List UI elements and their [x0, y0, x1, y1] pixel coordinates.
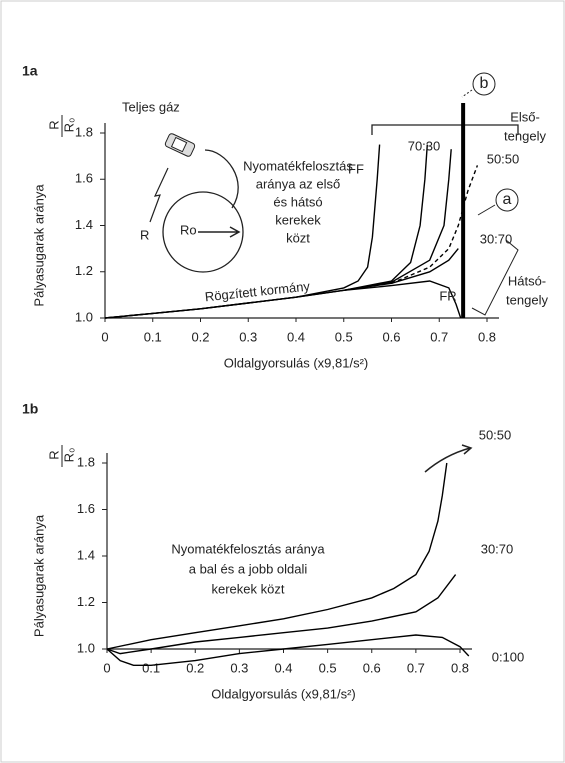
y-axis-ratio: R [46, 120, 61, 129]
bracket [371, 124, 519, 135]
annotation: aránya az első [256, 176, 341, 191]
curve-label: 30:70 [480, 231, 513, 246]
annotation: Ro [180, 222, 197, 237]
x-tick-label: 0.1 [144, 329, 162, 344]
x-axis-label: Oldalgyorsulás (x9,81/s²) [211, 686, 356, 701]
bracket [471, 239, 519, 316]
radius-arrow [198, 226, 241, 238]
line [106, 462, 448, 650]
y-axis-ratio: R₀ [61, 448, 76, 463]
annotation: R [140, 227, 149, 242]
annotation: Első- [510, 109, 540, 124]
label-circle [472, 72, 496, 96]
x-axis-label: Oldalgyorsulás (x9,81/s²) [224, 355, 369, 370]
y-tick-label: 1.2 [77, 594, 95, 609]
panel-title: 1b [22, 401, 38, 417]
x-tick-label: 0.7 [407, 660, 425, 675]
annotation: kerekek [275, 212, 321, 227]
x-tick-label: 0.4 [287, 329, 305, 344]
line [343, 248, 459, 291]
x-tick-label: 0.2 [191, 329, 209, 344]
line [391, 165, 479, 284]
marker-label: b [480, 75, 489, 92]
annotation: tengely [506, 292, 548, 307]
arrow [424, 444, 473, 473]
x-tick-label: 0 [103, 660, 110, 675]
curve-label: FF [348, 161, 364, 176]
y-tick-label: 1.8 [77, 454, 95, 469]
curve-label: 50:50 [487, 151, 520, 166]
y-axis-ratio: R [46, 450, 61, 459]
y-tick-label: 1.0 [75, 309, 93, 324]
curve-label: 30:70 [481, 541, 514, 556]
y-axis-label: Pályasugarak aránya [31, 514, 46, 637]
pointer [461, 89, 473, 98]
y-tick-label: 1.6 [75, 171, 93, 186]
pointer [477, 204, 496, 216]
annotation: Nyomatékfelosztás aránya [171, 541, 325, 556]
x-tick-label: 0.1 [142, 660, 160, 675]
line [106, 574, 457, 655]
curve-label: 0:100 [492, 649, 525, 664]
annotation: Hátsó- [508, 273, 546, 288]
annotation: a bal és a jobb oldali [189, 561, 308, 576]
x-tick-label: 0.7 [430, 329, 448, 344]
annotation: Teljes gáz [122, 99, 180, 114]
y-axis-ratio: R₀ [61, 118, 76, 133]
line [343, 280, 462, 319]
x-tick-label: 0.3 [230, 660, 248, 675]
annotation: és hátsó [273, 194, 322, 209]
annotation: közt [286, 230, 310, 245]
turn-arrow [204, 149, 239, 209]
r-arrow [149, 167, 169, 223]
annotation: tengely [504, 128, 546, 143]
y-tick-label: 1.8 [75, 124, 93, 139]
x-tick-label: 0.3 [239, 329, 257, 344]
curve-label: 50:50 [479, 427, 512, 442]
x-tick-label: 0.5 [335, 329, 353, 344]
y-tick-label: 1.6 [77, 501, 95, 516]
line [106, 634, 470, 666]
curve-label: a [503, 191, 512, 208]
annotation: kerekek közt [212, 581, 285, 596]
curve-label: 70:30 [408, 138, 441, 153]
annotation: Rögzített kormány [204, 278, 311, 304]
turn-circle [162, 191, 244, 273]
y-tick-label: 1.0 [77, 640, 95, 655]
y-tick-label: 1.4 [77, 547, 95, 562]
x-tick-label: 0.8 [478, 329, 496, 344]
panel-title: 1a [22, 63, 38, 79]
x-tick-label: 0.5 [319, 660, 337, 675]
curve-label: FR [439, 288, 456, 303]
x-tick-label: 0.4 [274, 660, 292, 675]
y-tick-label: 1.2 [75, 263, 93, 278]
y-axis-label: Pályasugarak aránya [31, 184, 46, 307]
x-tick-label: 0.6 [382, 329, 400, 344]
y-tick-label: 1.4 [75, 217, 93, 232]
annotation: Nyomatékfelosztás [243, 158, 353, 173]
x-tick-label: 0.8 [451, 660, 469, 675]
x-tick-label: 0 [101, 329, 108, 344]
x-tick-label: 0.2 [186, 660, 204, 675]
label-circle [495, 188, 519, 212]
x-tick-label: 0.6 [363, 660, 381, 675]
car-icon [164, 133, 196, 157]
